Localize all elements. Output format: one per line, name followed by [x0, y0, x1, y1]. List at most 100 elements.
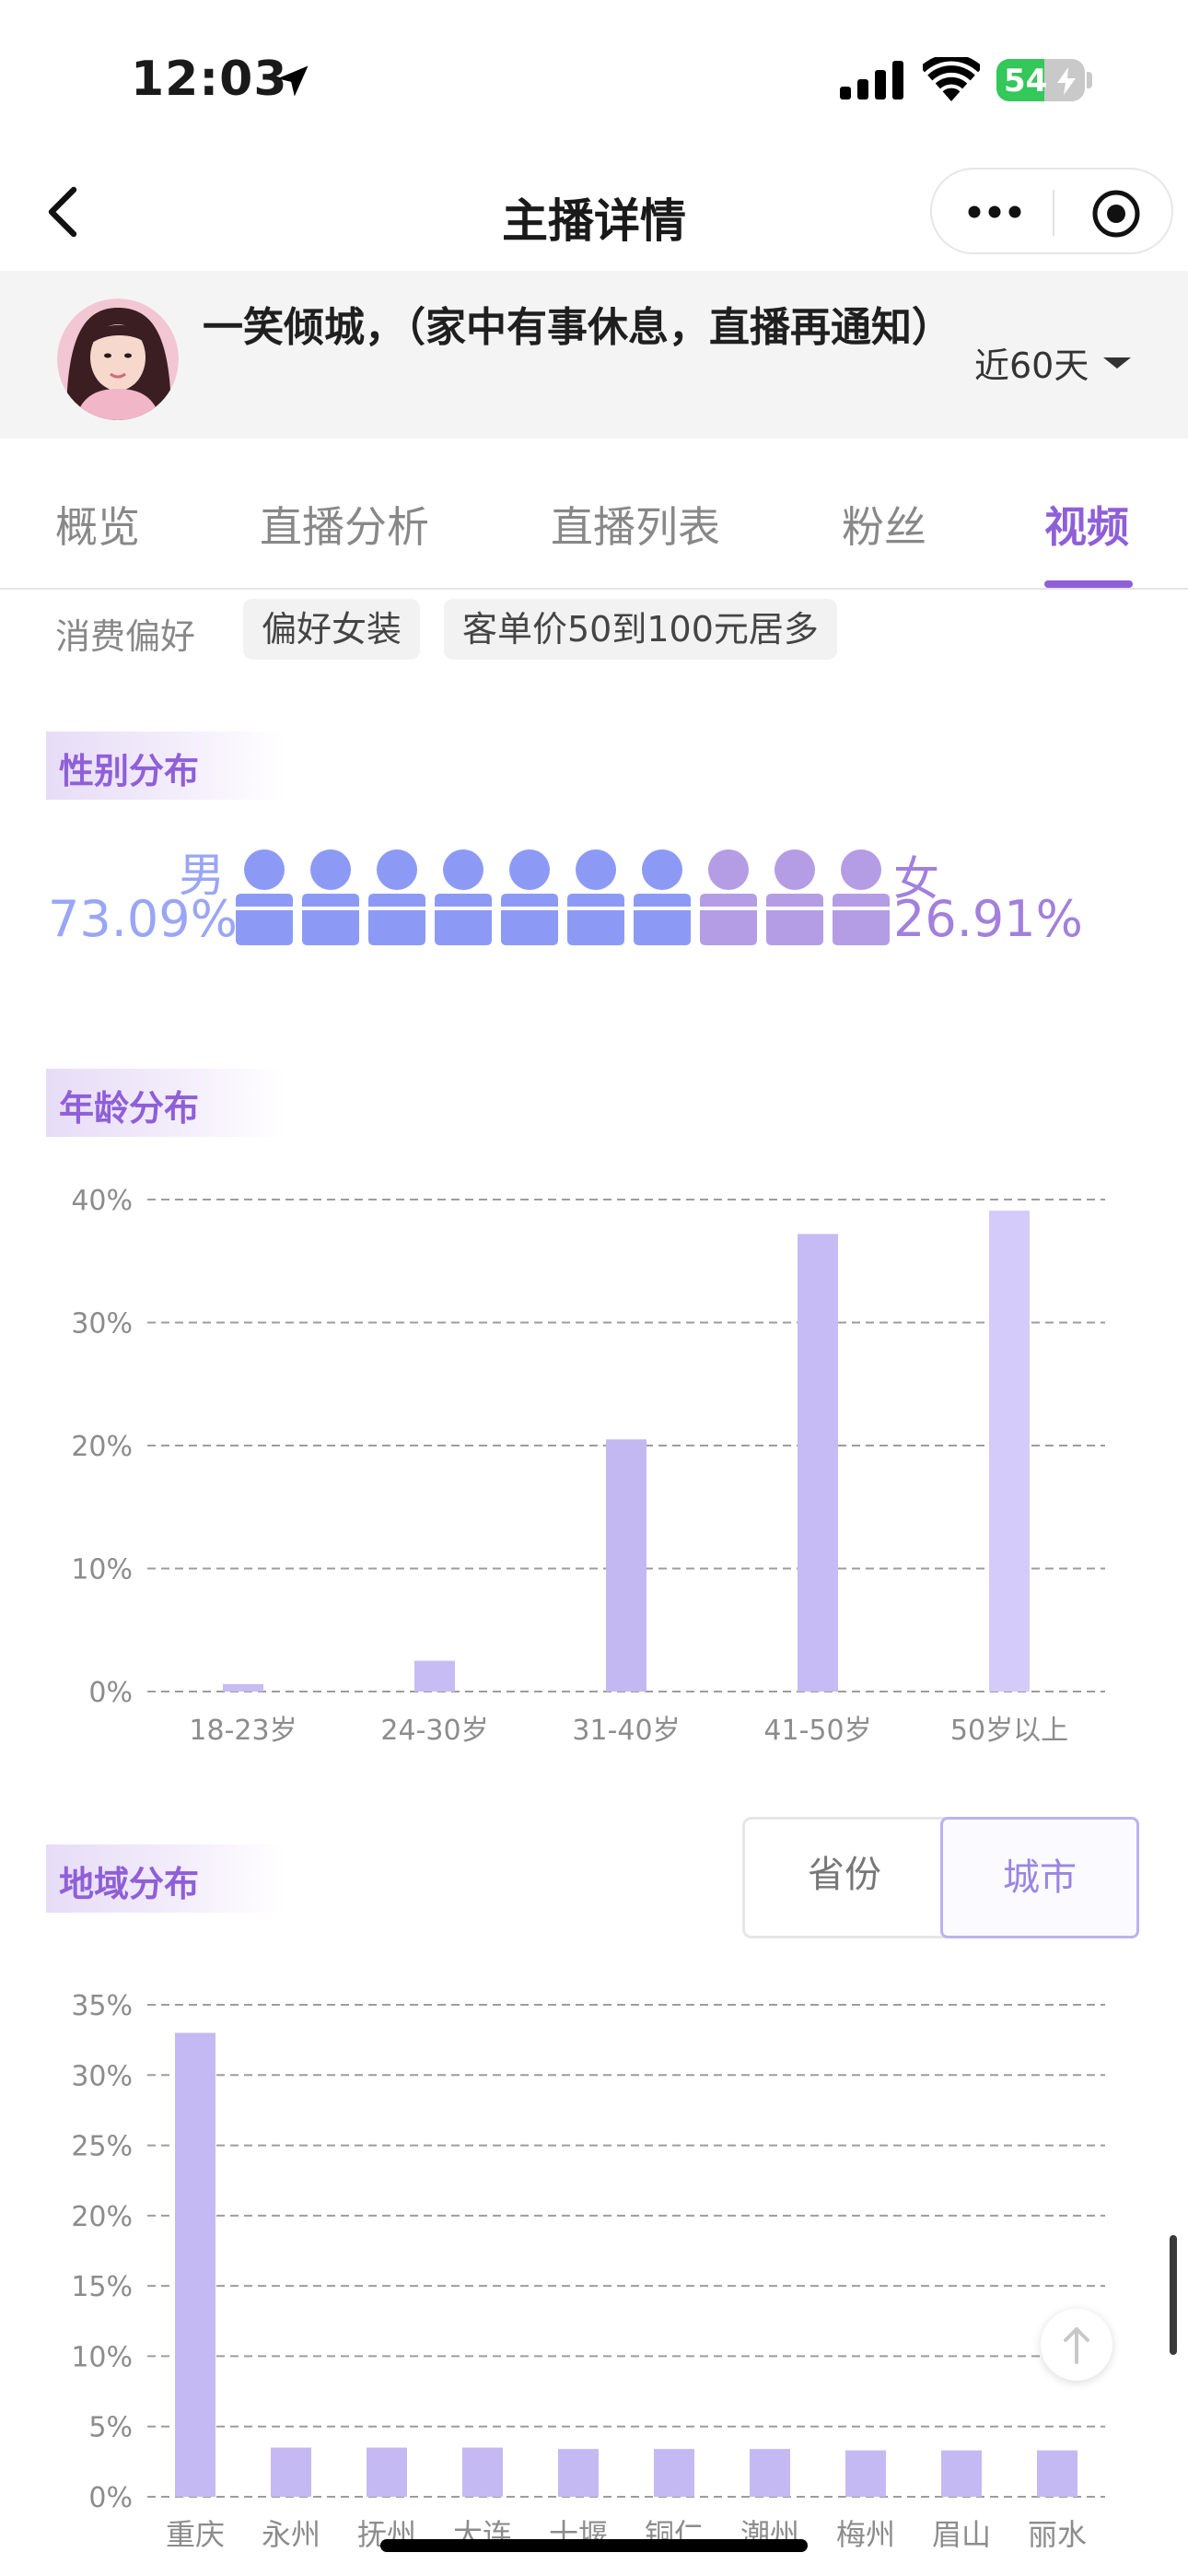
y-tick-label: 10% [71, 2341, 133, 2373]
chart-bar [175, 2032, 215, 2497]
preference-tag: 客单价50到100元居多 [444, 599, 837, 660]
period-selector[interactable]: 近60天 [974, 345, 1089, 386]
y-tick-label: 30% [71, 2060, 133, 2092]
chart-bar [989, 1211, 1030, 1692]
y-tick-label: 15% [71, 2271, 133, 2303]
y-tick-label: 40% [71, 1185, 133, 1217]
x-tick-label: 重庆 [166, 2517, 225, 2552]
region-section-title: 地域分布 [59, 1864, 200, 1904]
cellular-signal-icon [840, 61, 903, 100]
page-title: 主播详情 [502, 194, 686, 248]
tab-fans[interactable]: 粉丝 [842, 502, 926, 552]
scrollbar-thumb[interactable] [1170, 2235, 1177, 2355]
consumption-preference: 消费偏好 偏好女装 客单价50到100元居多 [0, 597, 1188, 667]
x-tick-label: 24-30岁 [380, 1715, 488, 1747]
x-tick-label: 50岁以上 [950, 1715, 1068, 1747]
chart-bar [414, 1660, 455, 1692]
y-tick-label: 10% [71, 1554, 133, 1587]
tab-live-list[interactable]: 直播列表 [551, 502, 720, 552]
male-person-icon [302, 849, 359, 945]
active-tab-underline [1044, 580, 1133, 588]
battery-indicator: 54 [996, 59, 1085, 101]
male-person-icon [634, 849, 691, 945]
gender-distribution: 男 73.09% 女 26.91% [0, 829, 1188, 967]
x-tick-label: 眉山 [932, 2517, 991, 2552]
male-person-icon [567, 849, 624, 945]
x-tick-label: 丽水 [1028, 2517, 1087, 2552]
male-person-icon [435, 849, 492, 945]
close-target-icon[interactable] [1090, 188, 1142, 240]
back-chevron-icon[interactable] [41, 184, 87, 240]
anchor-avatar[interactable] [57, 299, 179, 420]
y-tick-label: 0% [88, 2482, 133, 2514]
y-tick-label: 25% [71, 2131, 133, 2163]
age-bar-chart: 0% 10% 20% 30% 40% 18-23岁 24-30岁 31-40岁 41-50岁 50… [71, 1185, 1105, 1747]
battery-percent: 54 [1004, 63, 1048, 100]
status-time: 12:03 [131, 52, 288, 107]
y-tick-label: 30% [71, 1308, 133, 1341]
region-bar-chart: 0%5%10%15%20%25%30%35%重庆 永州 抚州 大连 十堰 铜仁 潮州 梅州 眉山… [71, 1990, 1105, 2552]
y-tick-label: 20% [71, 1431, 133, 1463]
region-section-header: 地域分布 [46, 1844, 285, 1913]
gender-section-header: 性别分布 [46, 732, 285, 800]
tab-bar: 概览 直播分析 直播列表 粉丝 视频 [0, 439, 1188, 590]
x-tick-label: 永州 [262, 2517, 320, 2552]
miniprogram-capsule [930, 168, 1173, 254]
chart-bar [271, 2447, 311, 2497]
age-section-title: 年龄分布 [59, 1088, 200, 1129]
male-percent: 73.09% [48, 890, 238, 948]
region-toggle: 省份 城市 [742, 1817, 1139, 1938]
y-tick-label: 0% [88, 1677, 133, 1709]
female-person-icon [766, 849, 823, 945]
chart-bar [367, 2447, 407, 2497]
chart-bar [941, 2450, 982, 2497]
chart-bar [462, 2447, 503, 2497]
tab-overview[interactable]: 概览 [55, 502, 140, 552]
male-person-icon [368, 849, 425, 945]
female-percent: 26.91% [893, 890, 1083, 948]
x-tick-label: 梅州 [836, 2517, 895, 2552]
navigation-bar: 主播详情 [0, 157, 1188, 271]
location-arrow-icon [277, 65, 309, 97]
wifi-icon [923, 57, 980, 101]
toggle-city[interactable]: 城市 [940, 1817, 1139, 1938]
battery-tip [1087, 72, 1092, 88]
chart-bar [798, 1234, 838, 1692]
capsule-divider [1053, 190, 1054, 236]
more-dots-icon[interactable] [965, 203, 1024, 221]
chart-bar [750, 2449, 790, 2497]
home-indicator [380, 2539, 808, 2552]
preference-label: 消费偏好 [55, 616, 196, 657]
chart-bar [654, 2449, 694, 2497]
chart-bar [558, 2449, 599, 2497]
chart-bar [606, 1439, 646, 1692]
anchor-profile: 一笑倾城，（家中有事休息，直播再通知） 近60天 [0, 271, 1188, 439]
x-tick-label: 31-40岁 [572, 1715, 680, 1747]
x-tick-label: 41-50岁 [763, 1715, 871, 1747]
region-chart: 0% 5% 10% 15% 20% 25% 30% 35% 重庆 永州 抚州 大连 十堰 铜仁 潮州 梅州 眉山… [0, 1972, 1188, 2576]
male-person-icon [501, 849, 558, 945]
tab-live-analysis[interactable]: 直播分析 [260, 502, 429, 552]
preference-tag: 偏好女装 [243, 599, 421, 660]
chart-bar [845, 2450, 886, 2497]
caret-down-icon[interactable] [1100, 352, 1135, 372]
chart-bar [1037, 2450, 1077, 2497]
y-tick-label: 5% [88, 2412, 133, 2444]
battery-fill [996, 59, 1044, 101]
arrow-up-icon [1064, 2327, 1089, 2364]
male-label: 男 [179, 849, 225, 902]
female-person-icon [833, 849, 890, 945]
gender-section-title: 性别分布 [59, 751, 200, 791]
male-person-icon [236, 849, 293, 945]
toggle-province[interactable]: 省份 [808, 1854, 881, 1896]
y-tick-label: 35% [71, 1990, 133, 2022]
tab-video[interactable]: 视频 [1044, 502, 1129, 552]
chart-bar [223, 1683, 263, 1692]
female-person-icon [700, 849, 757, 945]
y-tick-label: 20% [71, 2201, 133, 2233]
status-bar: 12:03 54 [0, 0, 1188, 157]
back-to-top-button[interactable] [1041, 2309, 1112, 2381]
age-section-header: 年龄分布 [46, 1069, 285, 1137]
charging-bolt-icon [1057, 67, 1076, 95]
x-tick-label: 18-23岁 [189, 1715, 297, 1747]
